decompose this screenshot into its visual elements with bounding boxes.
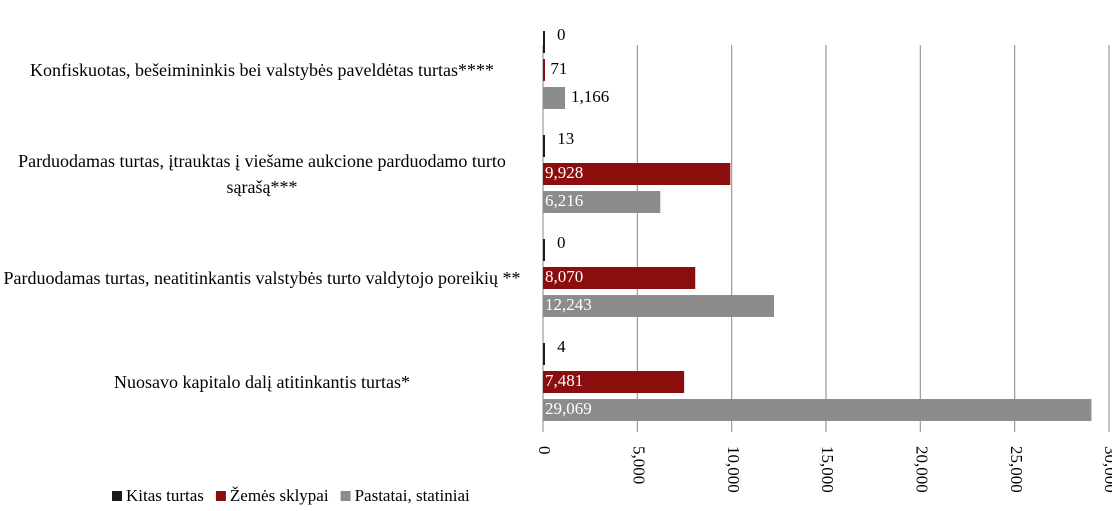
bar	[543, 399, 1092, 421]
category-label: Parduodamas turtas, neatitinkantis valst…	[3, 268, 521, 288]
legend-swatch	[112, 491, 122, 501]
x-tick-label: 10,000	[724, 446, 743, 493]
value-label: 71	[550, 59, 567, 78]
x-tick-label: 20,000	[912, 446, 931, 493]
bar	[543, 135, 545, 157]
category-label: Parduodamas turtas, įtrauktas į viešame …	[18, 151, 506, 197]
bar	[543, 239, 545, 261]
x-tick-label: 30,000	[1101, 446, 1112, 493]
bar	[543, 191, 661, 213]
value-label: 4	[557, 337, 566, 356]
x-tick-label: 0	[535, 446, 554, 455]
bar	[543, 59, 545, 81]
value-label: 0	[557, 233, 566, 252]
bar	[543, 371, 685, 393]
value-label: 6,216	[545, 191, 583, 210]
value-label: 8,070	[545, 267, 583, 286]
x-tick-label: 5,000	[629, 446, 648, 484]
bar	[543, 295, 774, 317]
bar	[543, 163, 731, 185]
legend-label: Pastatai, statiniai	[355, 486, 470, 505]
value-label: 9,928	[545, 163, 583, 182]
bar	[543, 343, 545, 365]
bar	[543, 31, 545, 53]
bar	[543, 87, 565, 109]
value-label: 13	[557, 129, 574, 148]
value-label: 12,243	[545, 295, 592, 314]
legend-swatch	[215, 491, 226, 501]
x-tick-label: 25,000	[1007, 446, 1026, 493]
category-label: Nuosavo kapitalo dalį atitinkantis turta…	[114, 372, 410, 392]
value-label: 7,481	[545, 371, 583, 390]
value-label: 0	[557, 25, 566, 44]
x-tick-label: 15,000	[818, 446, 837, 493]
value-label: 1,166	[571, 87, 609, 106]
category-label: Konfiskuotas, bešeimininkis bei valstybė…	[30, 60, 494, 80]
bar	[543, 267, 696, 289]
legend-label: Kitas turtas	[126, 486, 204, 505]
legend-label: Žemės sklypai	[230, 486, 329, 505]
legend-swatch	[340, 491, 351, 501]
value-label: 29,069	[545, 399, 592, 418]
